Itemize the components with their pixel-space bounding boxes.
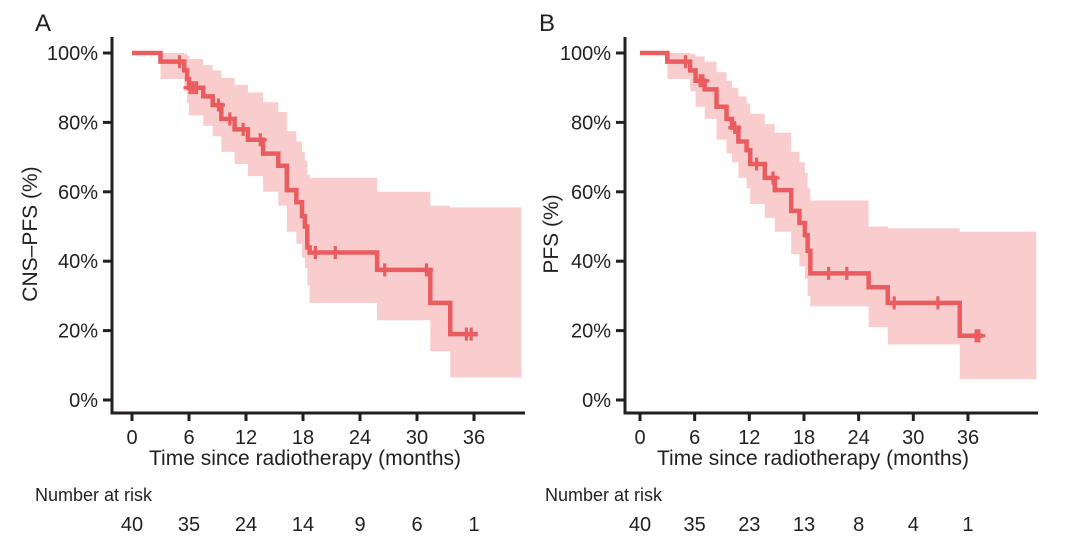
y-axis-tick-label: 80% (571, 112, 611, 134)
risk-count: 40 (121, 514, 143, 536)
y-axis-tick-label: 40% (571, 251, 611, 273)
risk-count: 1 (962, 514, 973, 536)
x-axis-tick-label: 36 (957, 427, 979, 449)
panel-b-letter: B (539, 10, 556, 37)
x-axis-tick-label: 6 (689, 427, 700, 449)
risk-count: 8 (853, 514, 864, 536)
confidence-interval-band (667, 53, 1037, 380)
panel-a-x-axis-title: Time since radiotherapy (months) (148, 447, 461, 470)
risk-count: 35 (684, 514, 706, 536)
x-axis-tick-label: 36 (463, 427, 485, 449)
y-axis-tick-label: 100% (47, 43, 98, 65)
panel-b-number-at-risk-label: Number at risk (545, 485, 663, 505)
y-axis-tick-label: 20% (571, 321, 611, 343)
risk-count: 40 (629, 514, 651, 536)
x-axis-tick-label: 12 (738, 427, 760, 449)
risk-count: 14 (292, 514, 314, 536)
y-axis-tick-label: 60% (571, 182, 611, 204)
y-axis-tick-label: 60% (58, 182, 98, 204)
x-axis-tick-label: 0 (126, 427, 137, 449)
y-axis-tick-label: 0% (582, 390, 611, 412)
x-axis-tick-label: 24 (848, 427, 870, 449)
risk-count: 1 (468, 514, 479, 536)
x-axis-tick-label: 18 (292, 427, 314, 449)
x-axis-tick-label: 12 (235, 427, 257, 449)
y-axis-tick-label: 20% (58, 321, 98, 343)
panel-a-letter: A (35, 10, 52, 37)
risk-count: 4 (908, 514, 919, 536)
risk-count: 23 (738, 514, 760, 536)
panel-b-km-chart: 0% 20% 40% 60% 80% 100% 0 6 12 18 24 30 36 40 35 23 13 8 4… (560, 37, 1038, 536)
risk-count: 6 (411, 514, 422, 536)
risk-count: 24 (235, 514, 257, 536)
y-axis-tick-label: 100% (560, 43, 611, 65)
y-axis-tick-label: 40% (58, 251, 98, 273)
x-axis-tick-label: 30 (902, 427, 924, 449)
risk-count: 13 (793, 514, 815, 536)
x-axis-tick-label: 30 (406, 427, 428, 449)
x-axis-tick-label: 24 (349, 427, 371, 449)
panel-b-x-axis-title: Time since radiotherapy (months) (656, 447, 969, 470)
y-axis-tick-label: 0% (69, 390, 98, 412)
x-axis-tick-label: 6 (183, 427, 194, 449)
x-axis-tick-label: 0 (634, 427, 645, 449)
panel-a-number-at-risk-label: Number at risk (35, 485, 153, 505)
y-axis-tick-label: 80% (58, 112, 98, 134)
x-axis-tick-label: 18 (793, 427, 815, 449)
panel-a-km-chart: 0% 20% 40% 60% 80% 100% 0 6 12 18 24 30 36 40 35 24 14 9 6… (47, 37, 525, 536)
risk-count: 35 (178, 514, 200, 536)
risk-count: 9 (354, 514, 365, 536)
